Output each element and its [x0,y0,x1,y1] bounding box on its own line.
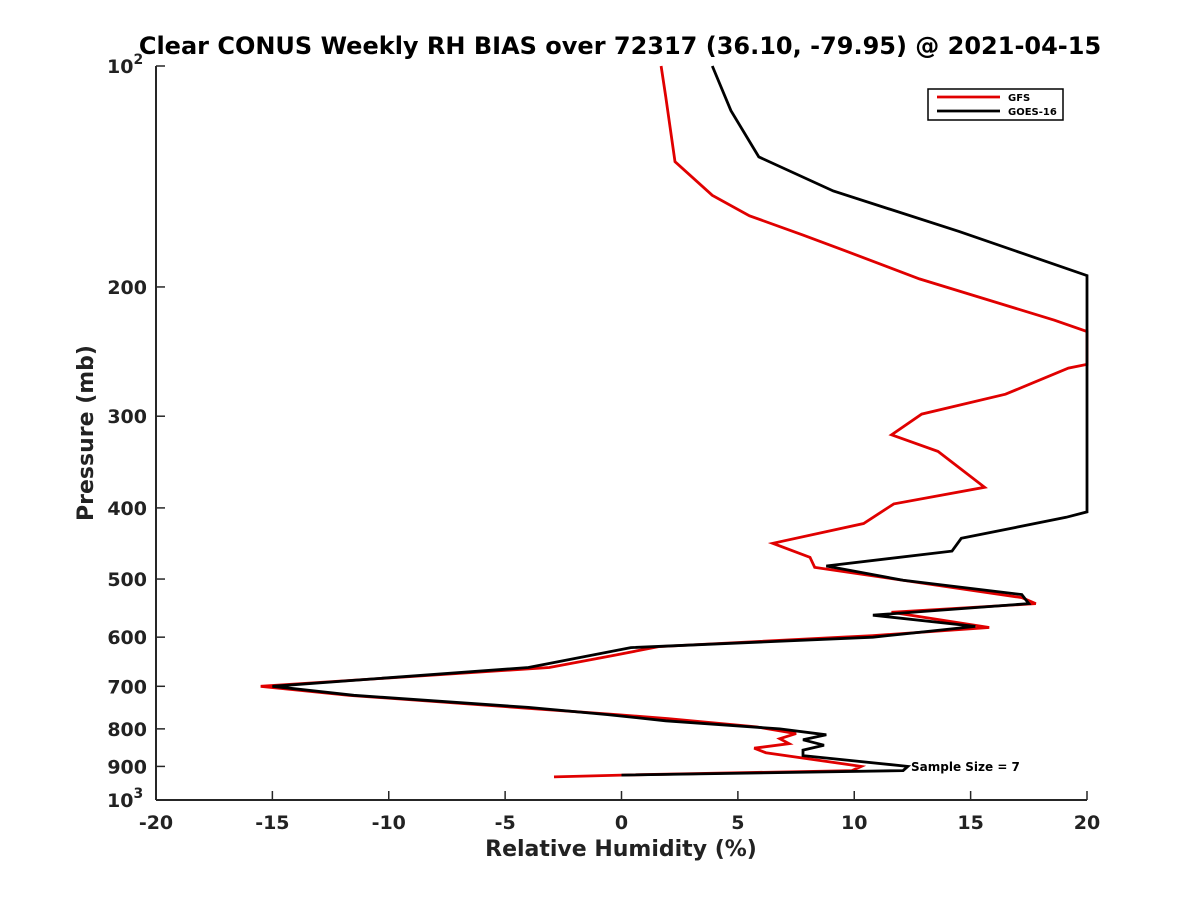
y-tick-label: 200 [107,277,147,299]
y-tick-label: 600 [107,627,147,649]
y-axis-ticks: 102 200 300 400 500 600 700 800 900 103 [107,52,165,812]
x-tick-label: 15 [957,812,983,834]
y-axis-label: Pressure (mb) [74,345,99,521]
x-axis-ticks: -20 -15 -10 -5 0 5 10 15 20 [139,791,1100,834]
legend-box [927,88,1064,121]
x-tick-label: 0 [615,812,628,834]
y-tick-label: 300 [107,406,147,428]
x-tick-label: -10 [372,812,406,834]
legend: GFS GOES-16 [927,88,1064,121]
y-tick-label: 400 [107,498,147,520]
y-tick-label: 103 [107,786,143,812]
x-tick-label: 10 [841,812,867,834]
y-tick-label: 700 [107,676,147,698]
x-tick-label: -20 [139,812,173,834]
legend-label: GFS [1008,93,1030,104]
series-line-gfs [260,65,1089,779]
x-tick-label: -15 [255,812,289,834]
sample-size-annotation: Sample Size = 7 [911,760,1020,774]
y-tick-label: 102 [107,52,143,78]
y-tick-label: 500 [107,569,147,591]
x-tick-label: -5 [495,812,516,834]
chart-title: Clear CONUS Weekly RH BIAS over 72317 (3… [139,32,1101,60]
x-tick-label: 20 [1074,812,1100,834]
series-layer [260,65,1089,779]
series-line-goes-16 [272,65,1089,777]
x-tick-label: 5 [731,812,744,834]
y-tick-label: 900 [107,756,147,778]
x-axis-label: Relative Humidity (%) [485,837,757,862]
y-tick-label: 800 [107,719,147,741]
legend-label: GOES-16 [1008,107,1057,118]
